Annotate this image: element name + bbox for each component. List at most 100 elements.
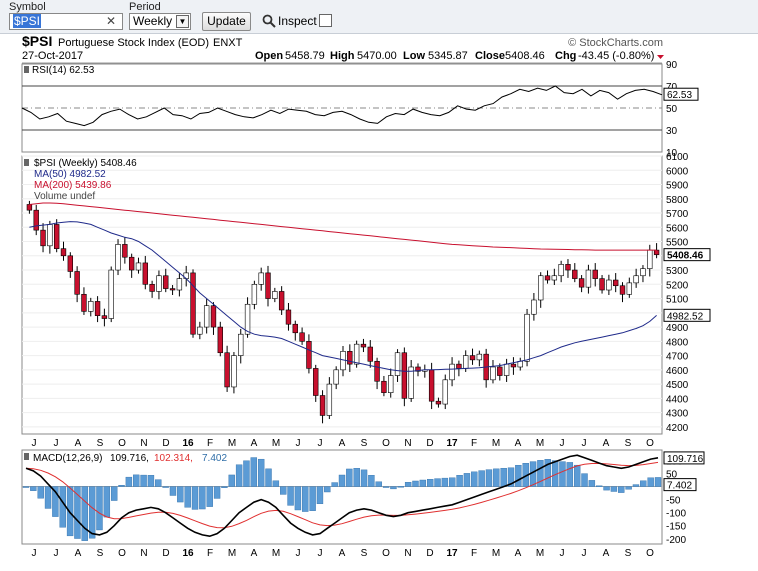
hist-title-value: 7.402 bbox=[202, 453, 227, 464]
price-candle bbox=[26, 204, 33, 211]
price-candle bbox=[578, 278, 585, 288]
signal-title-value: 102.314, bbox=[154, 453, 193, 464]
price-candle bbox=[47, 224, 53, 247]
time-axis-label: S bbox=[97, 438, 104, 449]
macd-histogram-bar bbox=[125, 476, 133, 487]
price-candle bbox=[490, 366, 496, 381]
price-tick-label: 4800 bbox=[666, 337, 689, 348]
symbol-input[interactable]: $PSI bbox=[9, 13, 123, 30]
macd-histogram-bar bbox=[610, 486, 618, 492]
macd-time-axis-label: M bbox=[228, 548, 236, 559]
price-candle bbox=[258, 272, 264, 285]
price-candle bbox=[401, 352, 408, 399]
price-tick-label: 4500 bbox=[666, 380, 689, 391]
chg-value: -43.45 (-0.80%) bbox=[578, 50, 654, 62]
macd-time-axis-label: J bbox=[560, 548, 565, 559]
macd-line bbox=[25, 454, 659, 538]
price-tick-label: 4200 bbox=[666, 423, 689, 434]
time-axis-label: J bbox=[582, 438, 587, 449]
macd-histogram-bar bbox=[74, 486, 81, 539]
macd-histogram-bar bbox=[596, 485, 603, 487]
price-candle bbox=[469, 355, 476, 361]
macd-time-axis-label: 17 bbox=[446, 548, 458, 559]
chg-label: Chg bbox=[555, 50, 576, 62]
price-candle bbox=[326, 383, 333, 416]
macd-time-axis-label: D bbox=[162, 548, 169, 559]
price-tick-label: 4600 bbox=[666, 366, 689, 377]
price-candle bbox=[135, 262, 142, 271]
macd-histogram-bar bbox=[654, 477, 662, 487]
price-candle bbox=[210, 305, 217, 328]
price-candle bbox=[60, 248, 67, 257]
price-tick-label: 4400 bbox=[666, 394, 689, 405]
macd-histogram-bar bbox=[647, 477, 654, 487]
macd-histogram-bar bbox=[66, 486, 74, 537]
price-candle bbox=[40, 229, 46, 247]
macd-histogram-bar bbox=[162, 486, 169, 488]
clear-icon[interactable]: ✕ bbox=[106, 14, 117, 28]
macd-histogram-bar bbox=[537, 460, 544, 487]
macd-histogram-bar bbox=[133, 474, 140, 487]
macd-histogram-bar bbox=[375, 481, 382, 487]
price-candle bbox=[633, 275, 639, 284]
macd-histogram-bar bbox=[566, 462, 574, 487]
rsi-value-label: 62.53 bbox=[667, 90, 692, 101]
rsi-drag-icon[interactable] bbox=[24, 66, 29, 73]
time-axis-label: M bbox=[272, 438, 280, 449]
price-candle bbox=[231, 355, 237, 388]
macd-histogram-bar bbox=[559, 461, 566, 487]
chevron-down-icon: ▼ bbox=[176, 15, 189, 28]
hist-value-box bbox=[663, 478, 697, 492]
rsi-tick-label: 90 bbox=[666, 60, 678, 71]
macd-histogram-bar bbox=[632, 484, 640, 487]
price-tick-label: 6000 bbox=[666, 166, 689, 177]
macd-signal-line bbox=[25, 461, 659, 529]
time-axis-label: A bbox=[251, 438, 258, 449]
price-candle bbox=[353, 343, 360, 365]
price-candle bbox=[619, 285, 626, 295]
price-panel: 6100600059005800570056005500540053005200… bbox=[21, 152, 711, 449]
price-frame bbox=[21, 155, 663, 435]
macd-histogram-bar bbox=[338, 474, 346, 487]
price-candle bbox=[613, 279, 619, 287]
period-select[interactable]: Weekly ▼ bbox=[129, 13, 191, 30]
price-candle bbox=[544, 275, 551, 281]
price-drag-icon[interactable] bbox=[24, 159, 29, 166]
price-candle bbox=[497, 366, 503, 376]
price-candle bbox=[476, 353, 483, 361]
update-button[interactable]: Update bbox=[202, 12, 251, 31]
macd-histogram-bar bbox=[44, 486, 52, 509]
inspect-checkbox[interactable] bbox=[319, 14, 332, 27]
price-candle bbox=[265, 272, 271, 299]
macd-histogram-bar bbox=[22, 486, 30, 488]
time-axis-label: S bbox=[625, 438, 632, 449]
price-candle bbox=[278, 291, 285, 311]
price-candle bbox=[203, 305, 210, 328]
macd-histogram-bar bbox=[515, 464, 522, 487]
macd-histogram-bar bbox=[30, 486, 37, 491]
price-candle bbox=[456, 363, 462, 369]
price-candle bbox=[149, 284, 155, 292]
toolbar: Symbol $PSI ✕ Period Weekly ▼ Update Insp… bbox=[0, 0, 758, 34]
macd-drag-icon[interactable] bbox=[24, 453, 29, 460]
macd-histogram-bar bbox=[155, 479, 162, 487]
macd-histogram-bar bbox=[206, 486, 213, 507]
price-candle bbox=[53, 224, 60, 249]
rsi-tick-label: 50 bbox=[666, 104, 678, 115]
macd-tick-label: -200 bbox=[666, 535, 686, 546]
last-price-label: 5408.46 bbox=[667, 251, 704, 262]
price-candle bbox=[408, 366, 414, 399]
price-legend-item: MA(50) 4982.52 bbox=[34, 169, 106, 180]
macd-histogram-bar bbox=[397, 486, 404, 488]
price-candle bbox=[394, 352, 401, 376]
time-axis-label: A bbox=[339, 438, 346, 449]
price-candle bbox=[463, 355, 469, 369]
macd-frame bbox=[21, 449, 663, 545]
price-tick-label: 5600 bbox=[666, 223, 689, 234]
macd-time-axis-label: N bbox=[140, 548, 147, 559]
macd-histogram-bar bbox=[360, 469, 368, 487]
macd-time-axis-label: M bbox=[272, 548, 280, 559]
ma200-line bbox=[29, 202, 657, 251]
price-candle bbox=[428, 369, 435, 402]
price-candle bbox=[169, 288, 176, 291]
